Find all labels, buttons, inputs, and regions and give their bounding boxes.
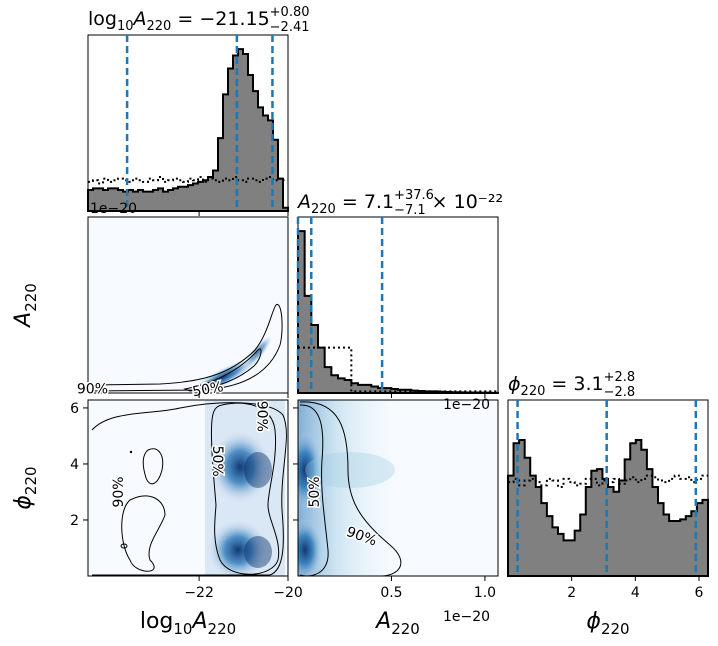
xtick-label-phi-1: 4	[631, 585, 640, 601]
ytick-label-phi-2: 6	[70, 401, 79, 417]
xlabel-A: A220	[374, 609, 420, 638]
offset-label-A-y: 1e−20	[90, 201, 137, 217]
title-A: A220 = 7.1+37.6 −7.1 × 10⁻²²	[296, 188, 503, 218]
density-A-logA-core	[186, 357, 258, 393]
contour-label-4: 90%	[111, 476, 127, 507]
prior-hist-A	[298, 346, 498, 393]
density-phi-logA-upper	[210, 431, 270, 503]
posterior-hist-logA	[87, 48, 289, 212]
title-logA: log10A220 = −21.15+0.80 −2.41	[88, 5, 310, 35]
xlabel-logA: log10A220	[140, 609, 236, 638]
density-phi-A-upper	[298, 430, 323, 510]
xtick-label-phi-2: 6	[695, 585, 704, 601]
contour-label-3: 50%	[209, 446, 225, 477]
panel-phi-vs-A	[298, 400, 498, 576]
density-phi-logA-lower	[208, 520, 268, 576]
posterior-hist-phi	[507, 438, 709, 577]
posterior-hist-A	[297, 230, 499, 394]
contour-label-2: 90%	[253, 401, 269, 432]
xlabel-phi: ϕ220	[586, 609, 629, 638]
prior-hist-logA	[88, 175, 288, 185]
contour-50-phi-A	[299, 404, 329, 576]
ylabel-phi: ϕ220	[11, 466, 40, 509]
offset-label-A-x: 1e−20	[443, 609, 490, 625]
density-A-logA-tail	[243, 334, 273, 370]
xtick-label-phi-0: 2	[567, 585, 576, 601]
contour-50-A-logA	[183, 348, 262, 392]
contour-label-0: 90%	[77, 382, 108, 398]
panel-phi-vs-logA	[88, 400, 288, 576]
panel-A-vs-logA	[88, 217, 288, 393]
density-phi-A-lower	[298, 518, 323, 576]
contour-label-5: 50%	[307, 476, 323, 507]
xtick-label-logA-1: −20	[273, 585, 303, 601]
ytick-label-phi-1: 4	[70, 457, 79, 473]
contour-90-phi-logA	[91, 402, 287, 576]
contour-90-A-logA	[91, 304, 283, 392]
contour-90-phi-A	[299, 401, 402, 576]
prior-hist-phi	[508, 474, 708, 488]
contour-50-phi-logA	[210, 402, 280, 575]
xtick-label-A-1: 1.0	[474, 585, 496, 601]
ytick-label-phi-0: 2	[70, 513, 79, 529]
xtick-label-A-0: 0.5	[380, 585, 402, 601]
title-phi: ϕ220 = 3.1+2.8 −2.8	[508, 370, 635, 400]
xtick-label-logA-0: −22	[184, 585, 214, 601]
offset-label-A-hist: 1e−20	[443, 397, 490, 413]
ylabel-A: A220	[11, 283, 40, 329]
